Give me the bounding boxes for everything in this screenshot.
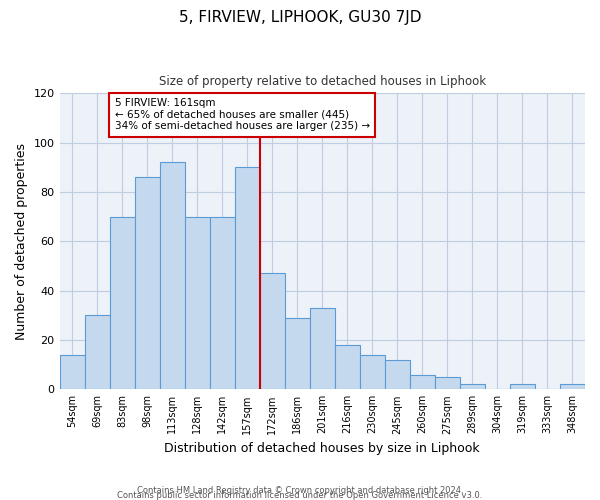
Text: 5, FIRVIEW, LIPHOOK, GU30 7JD: 5, FIRVIEW, LIPHOOK, GU30 7JD (179, 10, 421, 25)
Bar (134, 177, 160, 390)
Bar (510, 384, 535, 390)
Y-axis label: Number of detached properties: Number of detached properties (15, 143, 28, 340)
X-axis label: Distribution of detached houses by size in Liphook: Distribution of detached houses by size … (164, 442, 480, 455)
Bar (260, 274, 285, 390)
Bar (385, 360, 410, 390)
Bar (235, 168, 260, 390)
Bar (185, 216, 209, 390)
Text: Contains public sector information licensed under the Open Government Licence v3: Contains public sector information licen… (118, 490, 482, 500)
Text: 5 FIRVIEW: 161sqm
← 65% of detached houses are smaller (445)
34% of semi-detache: 5 FIRVIEW: 161sqm ← 65% of detached hous… (115, 98, 370, 132)
Bar (110, 216, 134, 390)
Bar (560, 384, 585, 390)
Bar (460, 384, 485, 390)
Bar (335, 345, 360, 390)
Bar (360, 355, 385, 390)
Bar (310, 308, 335, 390)
Bar (85, 316, 110, 390)
Title: Size of property relative to detached houses in Liphook: Size of property relative to detached ho… (159, 75, 486, 88)
Bar (285, 318, 310, 390)
Bar (410, 374, 435, 390)
Text: Contains HM Land Registry data © Crown copyright and database right 2024.: Contains HM Land Registry data © Crown c… (137, 486, 463, 495)
Bar (435, 377, 460, 390)
Bar (209, 216, 235, 390)
Bar (160, 162, 185, 390)
Bar (59, 355, 85, 390)
